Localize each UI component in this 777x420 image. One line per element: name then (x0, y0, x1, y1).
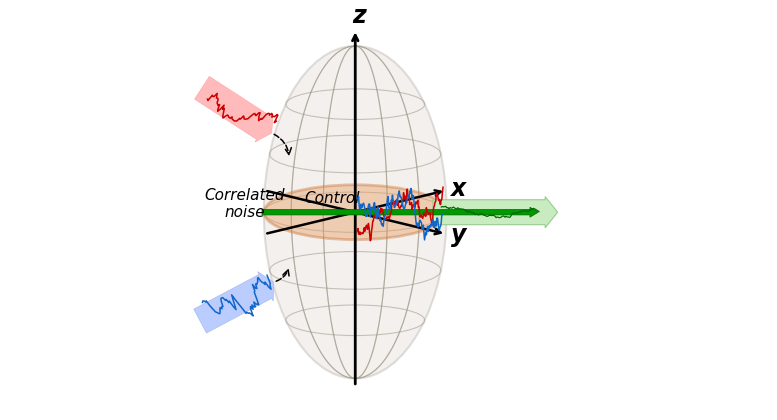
Text: z: z (353, 4, 366, 28)
FancyArrow shape (193, 272, 274, 333)
Text: Control: Control (305, 191, 361, 206)
Ellipse shape (264, 46, 447, 378)
FancyArrow shape (262, 207, 538, 217)
Text: Correlated
noise: Correlated noise (205, 188, 285, 220)
FancyArrowPatch shape (276, 270, 289, 281)
Ellipse shape (264, 185, 447, 240)
FancyArrow shape (194, 76, 273, 142)
FancyArrowPatch shape (274, 134, 291, 155)
Text: y: y (451, 223, 467, 247)
Text: x: x (451, 177, 467, 201)
FancyArrow shape (433, 197, 558, 228)
